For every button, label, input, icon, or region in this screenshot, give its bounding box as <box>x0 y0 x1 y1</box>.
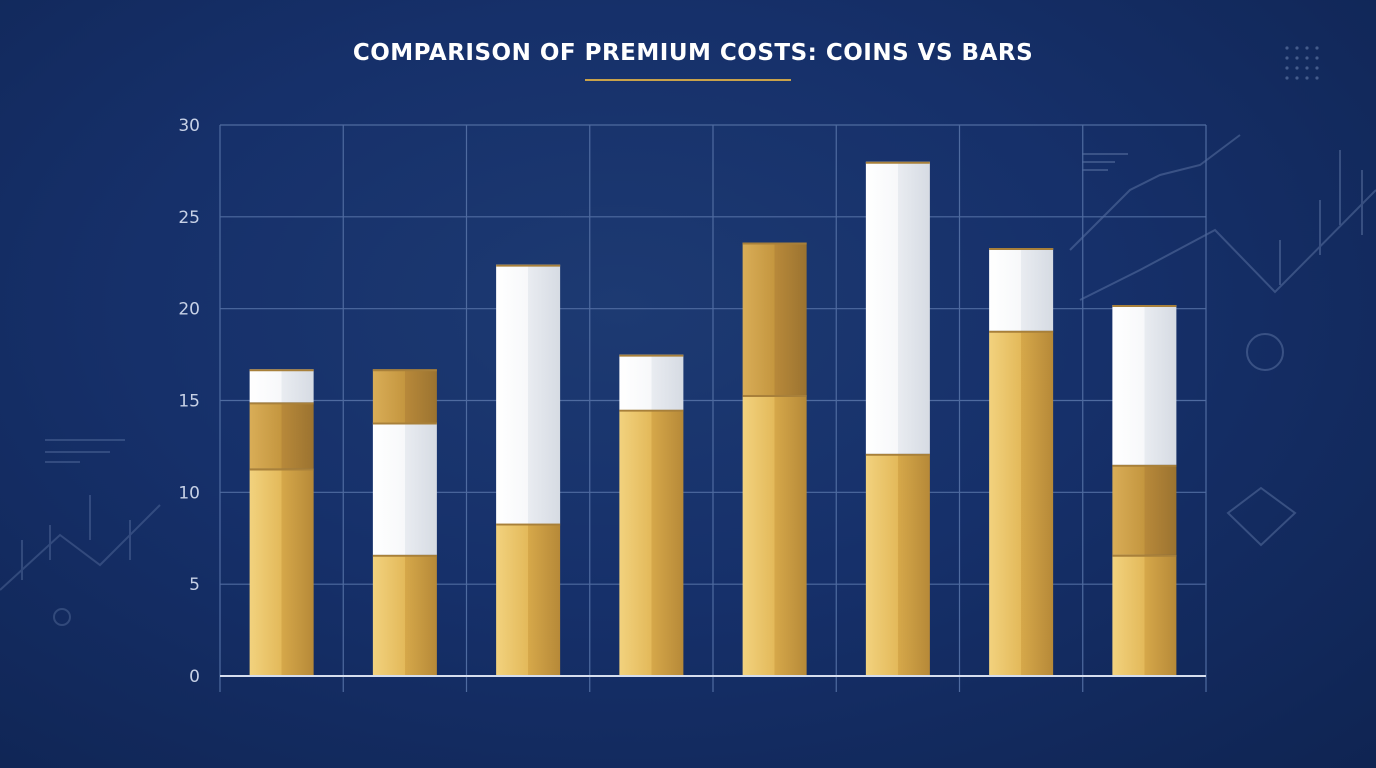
bar-segment <box>1112 304 1177 465</box>
decor-dot <box>1305 46 1309 50</box>
decor-dot <box>1295 56 1299 60</box>
decor-dot <box>1295 46 1299 50</box>
decor-dot <box>1315 56 1319 60</box>
bar-segment <box>989 248 1054 331</box>
decor-dot <box>1305 76 1309 80</box>
bar-segment <box>249 369 314 403</box>
y-tick-label: 0 <box>189 667 200 687</box>
bar-segment <box>619 354 684 410</box>
bar-segment <box>249 468 314 676</box>
y-axis-ticks: 0 5 10 15 20 25 30 <box>178 116 200 687</box>
bar-segment <box>619 409 684 676</box>
bar-segment <box>865 453 930 676</box>
decor-dot-grid <box>1285 46 1319 80</box>
decor-dot <box>1285 56 1289 60</box>
decor-dot <box>1315 76 1319 80</box>
decor-right <box>1069 134 1376 547</box>
decor-dot <box>1295 66 1299 70</box>
y-tick-label: 25 <box>178 208 200 228</box>
bar-segment <box>372 422 437 555</box>
y-tick-label: 30 <box>178 116 200 136</box>
y-tick-label: 15 <box>178 392 200 412</box>
decor-dot <box>1285 76 1289 80</box>
decor-dot <box>1285 46 1289 50</box>
bar-segment <box>372 554 437 676</box>
decor-dot <box>1315 46 1319 50</box>
y-tick-label: 5 <box>189 575 200 595</box>
title-underline <box>585 79 791 81</box>
bar-segment <box>865 161 930 454</box>
bar-segment <box>1112 554 1177 676</box>
decor-dot <box>1285 66 1289 70</box>
bar-segment <box>496 523 561 676</box>
decor-dot <box>1305 66 1309 70</box>
chart-bars <box>249 161 1177 676</box>
chart-grid <box>219 124 1207 692</box>
bar-segment <box>742 242 807 395</box>
bar-segment <box>496 264 561 524</box>
chart-title: COMPARISON OF PREMIUM COSTS: COINS VS BA… <box>352 40 1034 66</box>
y-tick-label: 10 <box>178 483 200 503</box>
decor-dot <box>1315 66 1319 70</box>
bar-segment <box>249 402 314 469</box>
decor-left <box>0 439 161 626</box>
bar-segment <box>1112 464 1177 555</box>
decor-dot <box>1305 56 1309 60</box>
y-tick-label: 20 <box>178 300 200 320</box>
bar-segment <box>989 330 1054 676</box>
bar-segment <box>372 369 437 423</box>
bar-segment <box>742 394 807 676</box>
decor-dot <box>1295 76 1299 80</box>
